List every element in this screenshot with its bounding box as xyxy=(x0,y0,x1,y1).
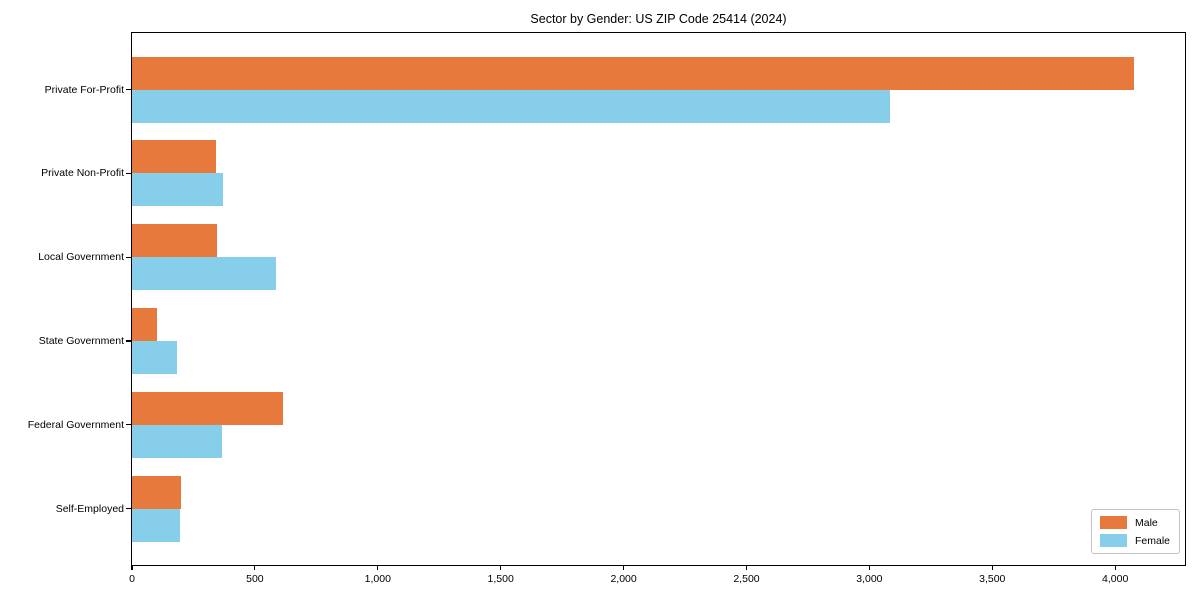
legend-label-male: Male xyxy=(1134,516,1158,529)
x-axis-tick-label: 500 xyxy=(246,573,264,585)
bar-male-local-government xyxy=(132,224,217,258)
bar-female-private-for-profit xyxy=(132,89,891,123)
legend-label-female: Female xyxy=(1134,534,1170,547)
y-axis-label: State Government xyxy=(38,334,124,347)
bar-male-private-for-profit xyxy=(132,56,1134,90)
x-axis-tick-label: 3,500 xyxy=(979,573,1006,585)
x-axis-tick-label: 2,500 xyxy=(733,573,760,585)
bar-female-private-non-profit xyxy=(132,173,223,207)
legend-swatch-female-icon xyxy=(1099,534,1127,547)
x-axis-tick-label: 4,000 xyxy=(1102,573,1129,585)
y-axis-tick xyxy=(126,424,131,426)
y-axis-label: Private Non-Profit xyxy=(41,167,124,180)
y-axis-label: Private For-Profit xyxy=(44,83,124,96)
x-axis-tick xyxy=(1114,565,1116,570)
bar-female-local-government xyxy=(132,257,276,291)
bar-male-self-employed xyxy=(132,475,182,509)
x-axis-tick xyxy=(991,565,993,570)
y-axis-label: Federal Government xyxy=(27,418,124,431)
bar-male-private-non-profit xyxy=(132,140,216,174)
y-axis-tick xyxy=(126,508,131,510)
bar-female-self-employed xyxy=(132,508,180,542)
bar-male-federal-government xyxy=(132,391,284,425)
y-axis-label: Self-Employed xyxy=(55,502,124,515)
x-axis-tick xyxy=(745,565,748,570)
plot-area: Male Female Private For-Profit Private No… xyxy=(28,32,1186,585)
x-axis-tick xyxy=(131,565,133,570)
legend-swatch-male-icon xyxy=(1099,516,1127,529)
x-axis-tick xyxy=(868,565,870,570)
x-axis-tick xyxy=(377,565,379,570)
x-axis-tick xyxy=(622,565,625,570)
y-axis-tick xyxy=(126,89,131,91)
x-axis-tick xyxy=(500,565,502,570)
y-axis-tick xyxy=(126,256,131,258)
x-axis-tick-label: 1,500 xyxy=(487,573,514,585)
legend-entry-female: Female xyxy=(1099,534,1170,547)
y-axis-label: Local Government xyxy=(38,251,124,264)
bar-female-state-government xyxy=(132,340,178,374)
bar-male-state-government xyxy=(132,307,157,341)
chart-title: Sector by Gender: US ZIP Code 25414 (202… xyxy=(530,12,787,26)
legend-entry-male: Male xyxy=(1099,516,1170,529)
x-axis-tick-label: 0 xyxy=(129,573,135,585)
x-axis-tick-label: 1,000 xyxy=(364,573,391,585)
y-axis-tick xyxy=(126,340,131,342)
y-axis-tick xyxy=(126,172,131,174)
bar-female-federal-government xyxy=(132,424,222,458)
legend: Male Female xyxy=(1090,509,1180,554)
x-axis-tick xyxy=(254,565,256,570)
x-axis-tick-label: 3,000 xyxy=(856,573,883,585)
x-axis-tick-label: 2,000 xyxy=(610,573,637,585)
